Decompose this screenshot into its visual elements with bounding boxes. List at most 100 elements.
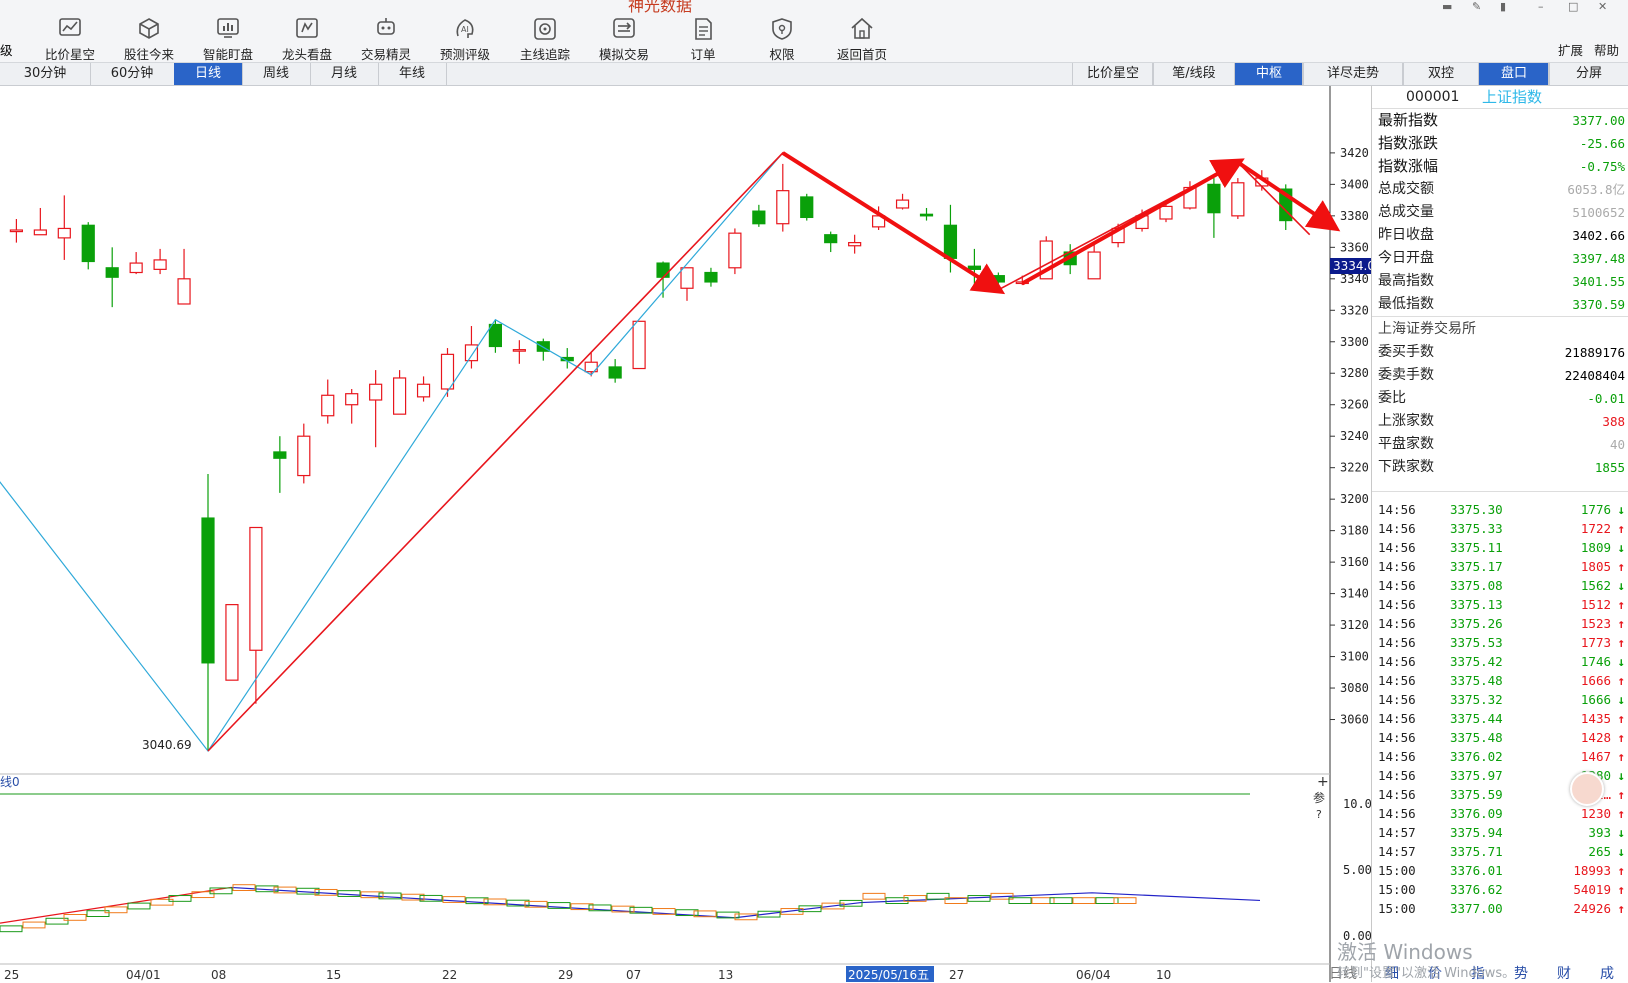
bottom-tab-1[interactable]: 价	[1428, 966, 1442, 982]
toolbar-button-10[interactable]: 返回首页	[822, 10, 902, 62]
tick-row: 14:56 3375.11 1809 ↓	[1372, 538, 1628, 557]
quote-row: 委买手数 21889176	[1372, 341, 1628, 364]
quote-label: 上涨家数	[1378, 413, 1434, 429]
quote-label: 下跌家数	[1378, 459, 1434, 475]
period-tab-0[interactable]: 30分钟	[0, 63, 91, 85]
maximize-icon[interactable]: □	[1568, 0, 1579, 13]
main-toolbar: 神光数据 级 比价星空 股往今来 智能盯盘 龙头看盘 交易精灵 AI 预测评级 主线追踪 模拟交…	[0, 0, 1628, 63]
candle	[153, 248, 167, 275]
window-minimize-icon[interactable]: ▬	[1442, 0, 1453, 13]
toolbar-button-1[interactable]: 股往今来	[109, 10, 189, 62]
bottom-tab-4[interactable]: 财	[1557, 966, 1571, 982]
tick-volume: 54019	[1573, 882, 1611, 897]
toolbar-button-9[interactable]: 权限	[742, 10, 822, 62]
period-tab-5[interactable]: 年线	[378, 63, 447, 85]
view-tab-4[interactable]: 双控	[1402, 63, 1480, 85]
bottom-left-label[interactable]: 日线	[1329, 966, 1357, 982]
lock-icon[interactable]: ▮	[1500, 0, 1507, 13]
toolbar-button-label: 比价星空	[44, 47, 95, 62]
indicator-step-box	[570, 903, 594, 911]
toolbar-button-5[interactable]: AI 预测评级	[425, 10, 505, 62]
quote-label: 指数涨幅	[1378, 157, 1439, 175]
quote-value: 3397.48	[1572, 251, 1625, 266]
indicator-step-box	[86, 910, 110, 917]
period-tab-3[interactable]: 周线	[242, 63, 311, 85]
tick-volume: 1230	[1580, 806, 1611, 821]
tick-time: 14:56	[1378, 730, 1416, 745]
candle	[249, 526, 263, 704]
tick-row: 15:00 3376.01 18993 ↑	[1372, 861, 1628, 880]
x-tick-label: 29	[558, 968, 573, 982]
toolbar-button-label: 智能盯盘	[202, 47, 253, 62]
period-bar: 30分钟 60分钟 日线 周线 月线 年线 比价星空 笔/线段 中枢 详尽走势 双控 盘口 分屏	[0, 63, 1628, 86]
toolbar-button-label: 交易精灵	[360, 47, 411, 62]
indicator-step-box	[378, 892, 402, 900]
x-tick-label: 10	[1156, 968, 1171, 982]
bottom-tab-2[interactable]: 指	[1471, 966, 1485, 982]
cursor-price-bg	[1330, 258, 1371, 274]
candle	[608, 359, 622, 383]
toolbar-button-8[interactable]: 订单	[663, 10, 743, 62]
tick-price: 3375.97	[1450, 768, 1503, 783]
view-tab-2[interactable]: 中枢	[1234, 63, 1304, 85]
skin-icon[interactable]: ✎	[1472, 0, 1482, 13]
y-tick-label: 3240	[1340, 429, 1369, 443]
view-tab-1[interactable]: 笔/线段	[1152, 63, 1236, 85]
quote-row: 昨日收盘 3402.66	[1372, 224, 1628, 247]
indicator-step-box	[506, 899, 530, 907]
toolbar-button-3[interactable]: 龙头看盘	[267, 10, 347, 62]
period-tab-4[interactable]: 月线	[310, 63, 379, 85]
side-param-button[interactable]: 参	[1313, 790, 1325, 805]
period-tab-2[interactable]: 日线	[174, 63, 243, 85]
minimize-icon[interactable]: –	[1538, 0, 1544, 13]
view-tab-3[interactable]: 详尽走势	[1302, 63, 1404, 85]
tick-row: 14:57 3375.71 265 ↓	[1372, 842, 1628, 861]
toolbar-cut-item[interactable]: 级	[0, 43, 13, 58]
side-help-button[interactable]: ?	[1316, 808, 1322, 821]
assistant-avatar[interactable]	[1570, 772, 1604, 806]
tick-row: 14:57 3375.94 393 ↓	[1372, 823, 1628, 842]
quote-value: 6053.8亿	[1567, 182, 1625, 197]
trend-arrow	[1021, 158, 1245, 286]
tick-time: 14:56	[1378, 673, 1416, 688]
arrow-up-icon: ↑	[1617, 806, 1625, 821]
indicator-step-box	[990, 892, 1014, 900]
toolbar-button-4[interactable]: 交易精灵	[346, 10, 426, 62]
indicator-step-box	[104, 906, 128, 914]
candle	[225, 604, 239, 681]
quote-label: 最低指数	[1378, 296, 1434, 312]
target-icon	[505, 16, 585, 42]
tick-price: 3375.59	[1450, 787, 1503, 802]
toolbar-button-7[interactable]: 模拟交易	[584, 10, 664, 62]
tick-row: 14:56 3375.33 1722 ↑	[1372, 519, 1628, 538]
tick-time: 14:56	[1378, 749, 1416, 764]
toolbar-button-label: 主线追踪	[519, 47, 570, 62]
side-plus-icon[interactable]: +	[1317, 774, 1329, 790]
windows-watermark-hint: 转到"设置"以激活 Windows。	[1337, 966, 1516, 981]
view-tab-6[interactable]: 分屏	[1548, 63, 1628, 85]
y-tick-label: 3180	[1340, 524, 1369, 538]
windows-watermark: 激活 Windows	[1337, 940, 1473, 964]
tick-row: 15:00 3376.62 54019 ↑	[1372, 880, 1628, 899]
tick-price: 3375.48	[1450, 673, 1503, 688]
tick-row: 14:56 3375.26 1523 ↑	[1372, 614, 1628, 633]
arrow-down-icon: ↓	[1617, 825, 1625, 840]
help-button[interactable]: 帮助	[1594, 43, 1620, 58]
tick-time: 14:56	[1378, 635, 1416, 650]
arrow-up-icon: ↑	[1617, 635, 1625, 650]
indicator-step-box	[1008, 897, 1032, 904]
period-tab-1[interactable]: 60分钟	[90, 63, 175, 85]
kline-chart[interactable]: 3060 3080 3100 3120 3140 3160 3180 3200 3220 3240…	[0, 86, 1371, 982]
close-icon[interactable]: ✕	[1598, 0, 1608, 13]
bottom-tab-5[interactable]: 成	[1600, 966, 1614, 982]
toolbar-button-6[interactable]: 主线追踪	[505, 10, 585, 62]
tick-list[interactable]: 14:56 3375.30 1776 ↓ 14:56 3375.33 1722 ↑ 14:56 3…	[1372, 492, 1628, 918]
expand-button[interactable]: 扩展	[1558, 43, 1584, 58]
view-tab-5[interactable]: 盘口	[1478, 63, 1550, 85]
view-tab-0[interactable]: 比价星空	[1072, 63, 1154, 85]
bottom-tab-0[interactable]: 细	[1385, 966, 1399, 982]
tick-time: 14:57	[1378, 825, 1416, 840]
bottom-tab-3[interactable]: 势	[1514, 966, 1528, 982]
toolbar-button-2[interactable]: 智能盯盘	[188, 10, 268, 62]
toolbar-button-0[interactable]: 比价星空	[30, 10, 110, 62]
